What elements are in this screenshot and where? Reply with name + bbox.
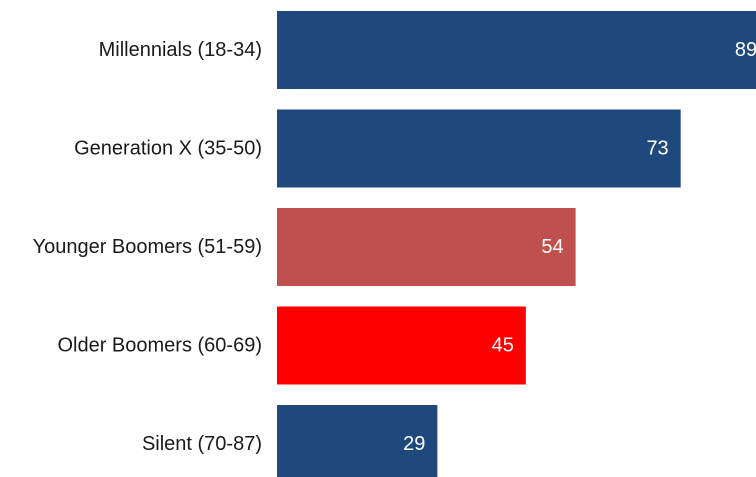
- bar-generation-x-35-50: [277, 109, 681, 188]
- value-label-generation-x-35-50: 73: [646, 138, 668, 160]
- category-label-silent-70-87: Silent (70-87): [142, 433, 262, 455]
- bar-millennials-18-34: [277, 11, 756, 89]
- bar-silent-70-87: [277, 405, 438, 477]
- value-label-millennials-18-34: 89: [735, 39, 756, 61]
- value-label-older-boomers-60-69: 45: [492, 335, 514, 357]
- category-label-older-boomers-60-69: Older Boomers (60-69): [57, 335, 262, 357]
- chart-rows: Millennials (18-34) 89 Generation X (35-50…: [33, 11, 756, 477]
- bar-younger-boomers-51-59: [277, 208, 576, 286]
- value-label-younger-boomers-51-59: 54: [541, 236, 563, 258]
- category-label-millennials-18-34: Millennials (18-34): [99, 39, 262, 61]
- category-label-generation-x-35-50: Generation X (35-50): [74, 138, 262, 160]
- value-label-silent-70-87: 29: [403, 433, 425, 455]
- category-label-younger-boomers-51-59: Younger Boomers (51-59): [33, 236, 262, 258]
- bar-older-boomers-60-69: [277, 306, 526, 385]
